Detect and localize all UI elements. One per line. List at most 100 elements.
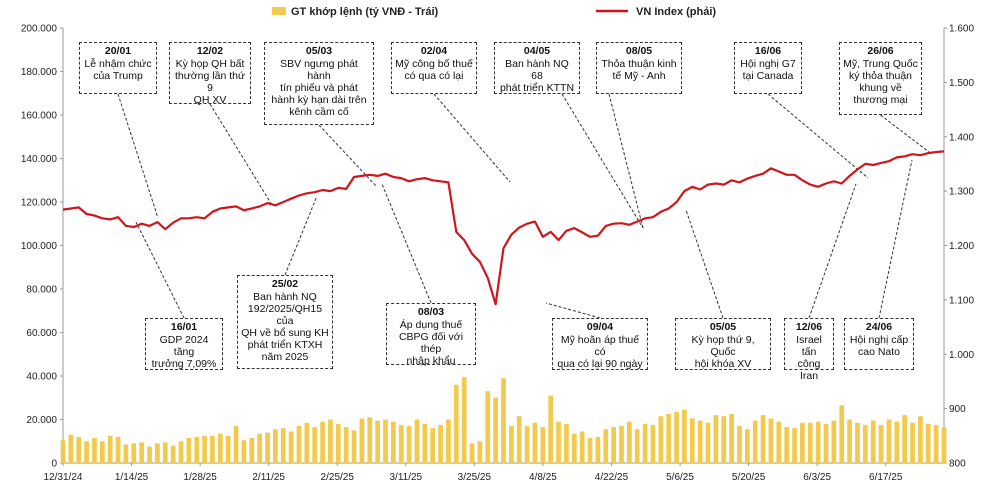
y-left-tick-label: 20.000 [26,415,57,426]
volume-bar [107,435,113,463]
volume-bar [115,436,121,463]
y-left-tick-label: 40.000 [26,372,57,383]
volume-bar [202,435,207,463]
volume-bar [784,427,790,463]
volume-bar [147,446,152,463]
volume-bar [862,424,868,463]
volume-bar [634,429,640,463]
volume-bar [910,422,915,463]
legend-bars-label: GT khớp lệnh (tỷ VNĐ - Trái) [291,6,438,18]
annotation-date: 05/03 [305,45,333,57]
y-left-tick-label: 0 [51,459,57,470]
annotation-date: 25/02 [271,278,299,290]
volume-bar [485,391,491,463]
annotation-connector [808,183,857,319]
legend: GT khớp lệnh (tỷ VNĐ - Trái) VN Index (p… [272,6,716,18]
y-left-tick-label: 160.000 [21,111,58,122]
volume-bar [446,419,451,463]
annotation-connector [685,209,724,319]
annotation-connector [608,93,644,229]
y-right-tick-label: 1.500 [949,78,974,89]
volume-bar [68,434,74,463]
y-right-tick-label: 1.100 [949,295,974,306]
volume-bar [422,423,428,463]
annotation-connector [878,159,913,319]
annotation-text: Áp dụng thuế CBPG đối với thép nhập khẩu [398,319,464,367]
annotation-text: GDP 2024 tăng trưởng 7,09% [151,334,217,370]
legend-bars-swatch [272,7,286,15]
annotation-box: 05/03 SBV ngưng phát hành tín phiếu và ph… [264,42,374,125]
volume-bar [273,429,278,463]
volume-bar [650,424,656,463]
y-left-tick-label: 120.000 [21,198,58,209]
volume-bar [241,440,247,463]
volume-bar [312,427,318,463]
y-right-tick-label: 800 [949,459,966,470]
annotation-text: Lễ nhậm chức của Trump [84,58,152,82]
x-tick-label: 6/3/25 [803,472,831,483]
volume-bar [674,411,679,463]
volume-bar [509,426,514,463]
volume-bar [493,397,498,463]
volume-bar [776,421,782,463]
volume-bar [398,424,404,463]
volume-bar [477,441,483,463]
volume-bar [689,418,695,463]
annotation-connector [284,195,318,276]
annotation-text: Hội nghị cấp cao Nato [849,334,909,358]
volume-bar [257,433,263,463]
annotation-connector [880,114,930,153]
volume-bar [737,426,742,463]
annotation-connector [381,183,432,304]
annotation-box: 26/06 Mỹ, Trung Quốc ký thỏa thuận khung … [839,42,922,115]
volume-bar [406,426,412,463]
volume-bar [886,419,892,463]
annotation-date: 16/06 [754,45,782,57]
volume-bar [430,428,436,463]
annotation-box: 24/06 Hội nghị cấp cao Nato [844,318,914,370]
annotation-connector [135,221,185,319]
volume-bar [217,433,223,463]
annotation-connector [767,93,869,179]
y-left-tick-label: 200.000 [21,24,58,35]
volume-bar [713,415,719,463]
volume-bar [343,427,349,463]
annotation-text: Kỳ họp thứ 9, Quốc hội khóa XV [691,334,755,370]
annotation-connector [209,103,273,206]
volume-bar [548,395,554,463]
vn-index-line [62,150,945,306]
volume-bar [792,428,797,463]
annotation-connector [561,93,644,229]
annotation-box: 12/06 Israel tấn công Iran [784,318,834,382]
x-tick-label: 12/31/24 [44,472,83,483]
volume-bar [941,427,947,463]
y-right-tick-label: 1.000 [949,350,974,361]
volume-bar [461,377,467,463]
annotation-text: Kỳ họp QH bất thường lần thứ 9 QH XV [175,58,245,106]
annotation-box: 08/03 Áp dụng thuế CBPG đối với thép nhập… [386,303,476,367]
y-left-tick-label: 80.000 [26,285,57,296]
volume-bar [571,433,577,463]
annotation-connector [545,302,601,319]
volume-bar [414,419,420,463]
annotation-connector [117,93,159,219]
volume-bar [351,430,357,463]
volume-bar [532,422,538,463]
annotation-connector [433,93,511,183]
volume-bar [438,424,443,463]
volume-bar [139,442,145,463]
volume-bar [721,416,727,463]
volume-bar [705,422,711,463]
x-tick-label: 2/11/25 [252,472,285,483]
y-right-tick-label: 1.600 [949,24,974,35]
y-right-tick-label: 900 [949,404,966,415]
volume-bar [516,416,522,463]
x-tick-label: 1/28/25 [183,472,217,483]
volume-bar [603,429,609,463]
volume-bar [178,441,184,463]
annotation-date: 26/06 [867,45,894,57]
volume-bar [375,420,381,463]
connectors-layer [117,93,930,319]
volume-bar [831,420,837,463]
